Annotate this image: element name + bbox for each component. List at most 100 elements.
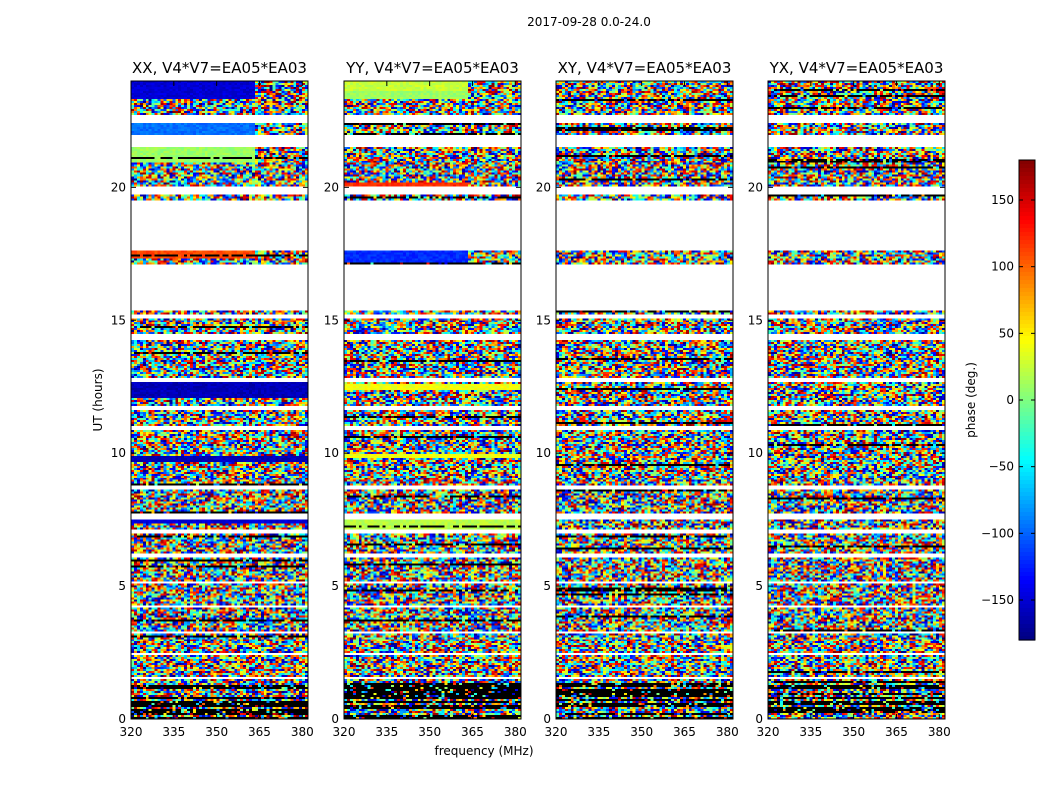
y-tick-label: 5	[331, 579, 339, 593]
colorbar-segment	[1019, 224, 1035, 229]
colorbar-segment	[1019, 220, 1035, 225]
y-tick-label: 10	[748, 446, 763, 460]
colorbar-segment	[1019, 228, 1035, 233]
y-tick-label: 10	[111, 446, 126, 460]
colorbar-segment	[1019, 448, 1035, 453]
colorbar-segment	[1019, 276, 1035, 281]
colorbar-segment	[1019, 332, 1035, 337]
colorbar-segment	[1019, 252, 1035, 257]
colorbar-segment	[1019, 636, 1035, 641]
y-tick-label: 10	[536, 446, 551, 460]
colorbar-segment	[1019, 556, 1035, 561]
x-tick-label: 320	[120, 725, 143, 739]
colorbar-segment	[1019, 340, 1035, 345]
panels-group: XX, V4*V7=EA05*EA03 320 335 350 365 380 0 5 10 15…	[111, 59, 951, 739]
phase-heatmap-yx	[768, 81, 945, 719]
colorbar-segment	[1019, 596, 1035, 601]
colorbar-segment	[1019, 404, 1035, 409]
x-tick-label: 380	[291, 725, 314, 739]
colorbar-segment	[1019, 508, 1035, 513]
colorbar-segment	[1019, 296, 1035, 301]
x-tick-label: 335	[799, 725, 822, 739]
panel-yx: YX, V4*V7=EA05*EA03 320 335 350 365 380 0 5 10 15…	[748, 59, 951, 739]
colorbar-segment	[1019, 320, 1035, 325]
colorbar-segment	[1019, 440, 1035, 445]
colorbar-segment	[1019, 200, 1035, 205]
panel-title: YY, V4*V7=EA05*EA03	[345, 59, 519, 77]
colorbar-label: phase (deg.)	[964, 362, 978, 438]
colorbar-segment	[1019, 232, 1035, 237]
colorbar-segment	[1019, 168, 1035, 173]
panel-frame	[343, 80, 522, 720]
colorbar-segment	[1019, 608, 1035, 613]
colorbar-segment	[1019, 328, 1035, 333]
y-tick-label: 10	[324, 446, 339, 460]
colorbar-segment	[1019, 484, 1035, 489]
colorbar-segment	[1019, 196, 1035, 201]
colorbar-segment	[1019, 416, 1035, 421]
x-tick-label: 350	[842, 725, 865, 739]
y-tick-label: 0	[331, 712, 339, 726]
panel-frame	[130, 80, 309, 720]
phase-heatmap-xy	[556, 81, 733, 719]
colorbar-segment	[1019, 572, 1035, 577]
colorbar-segment	[1019, 312, 1035, 317]
colorbar-segment	[1019, 160, 1035, 165]
colorbar-segment	[1019, 384, 1035, 389]
colorbar-segment	[1019, 344, 1035, 349]
colorbar-segment	[1019, 452, 1035, 457]
y-tick-label: 5	[543, 579, 551, 593]
colorbar-segment	[1019, 456, 1035, 461]
colorbar-segment	[1019, 360, 1035, 365]
colorbar-segment	[1019, 544, 1035, 549]
colorbar-segment	[1019, 336, 1035, 341]
colorbar-segment	[1019, 324, 1035, 329]
colorbar-segment	[1019, 208, 1035, 213]
colorbar-segment	[1019, 368, 1035, 373]
y-tick-label: 15	[111, 313, 126, 327]
phase-heatmap-xx	[131, 81, 308, 719]
panel-frame	[555, 80, 734, 720]
colorbar-segment	[1019, 616, 1035, 621]
colorbar-tick-label: −50	[989, 460, 1014, 474]
x-axis-label: frequency (MHz)	[434, 744, 533, 758]
y-tick-label: 0	[543, 712, 551, 726]
y-tick-label: 5	[118, 579, 126, 593]
x-tick-label: 350	[205, 725, 228, 739]
colorbar-segment	[1019, 500, 1035, 505]
x-tick-label: 320	[333, 725, 356, 739]
colorbar-segment	[1019, 248, 1035, 253]
colorbar-segment	[1019, 392, 1035, 397]
x-tick-label: 335	[375, 725, 398, 739]
colorbar-segment	[1019, 240, 1035, 245]
x-tick-label: 365	[673, 725, 696, 739]
colorbar-segment	[1019, 528, 1035, 533]
colorbar-segment	[1019, 164, 1035, 169]
x-tick-label: 365	[461, 725, 484, 739]
x-tick-label: 380	[928, 725, 951, 739]
colorbar-segment	[1019, 512, 1035, 517]
colorbar-segment	[1019, 268, 1035, 273]
y-tick-label: 15	[324, 313, 339, 327]
y-tick-label: 0	[118, 712, 126, 726]
colorbar-segment	[1019, 628, 1035, 633]
x-tick-label: 380	[716, 725, 739, 739]
colorbar-segment	[1019, 244, 1035, 249]
colorbar-segment	[1019, 172, 1035, 177]
colorbar-segment	[1019, 428, 1035, 433]
colorbar-segment	[1019, 584, 1035, 589]
figure-suptitle: 2017-09-28 0.0-24.0	[527, 15, 651, 29]
colorbar-segment	[1019, 592, 1035, 597]
x-tick-label: 320	[545, 725, 568, 739]
colorbar-segment	[1019, 576, 1035, 581]
colorbar-segment	[1019, 372, 1035, 377]
colorbar-tick-label: −100	[981, 526, 1014, 540]
panel-title: XY, V4*V7=EA05*EA03	[558, 59, 732, 77]
colorbar-segment	[1019, 204, 1035, 209]
colorbar-segment	[1019, 304, 1035, 309]
colorbar-segment	[1019, 568, 1035, 573]
colorbar-segment	[1019, 476, 1035, 481]
x-tick-label: 350	[418, 725, 441, 739]
colorbar-segment	[1019, 352, 1035, 357]
colorbar-segment	[1019, 612, 1035, 617]
